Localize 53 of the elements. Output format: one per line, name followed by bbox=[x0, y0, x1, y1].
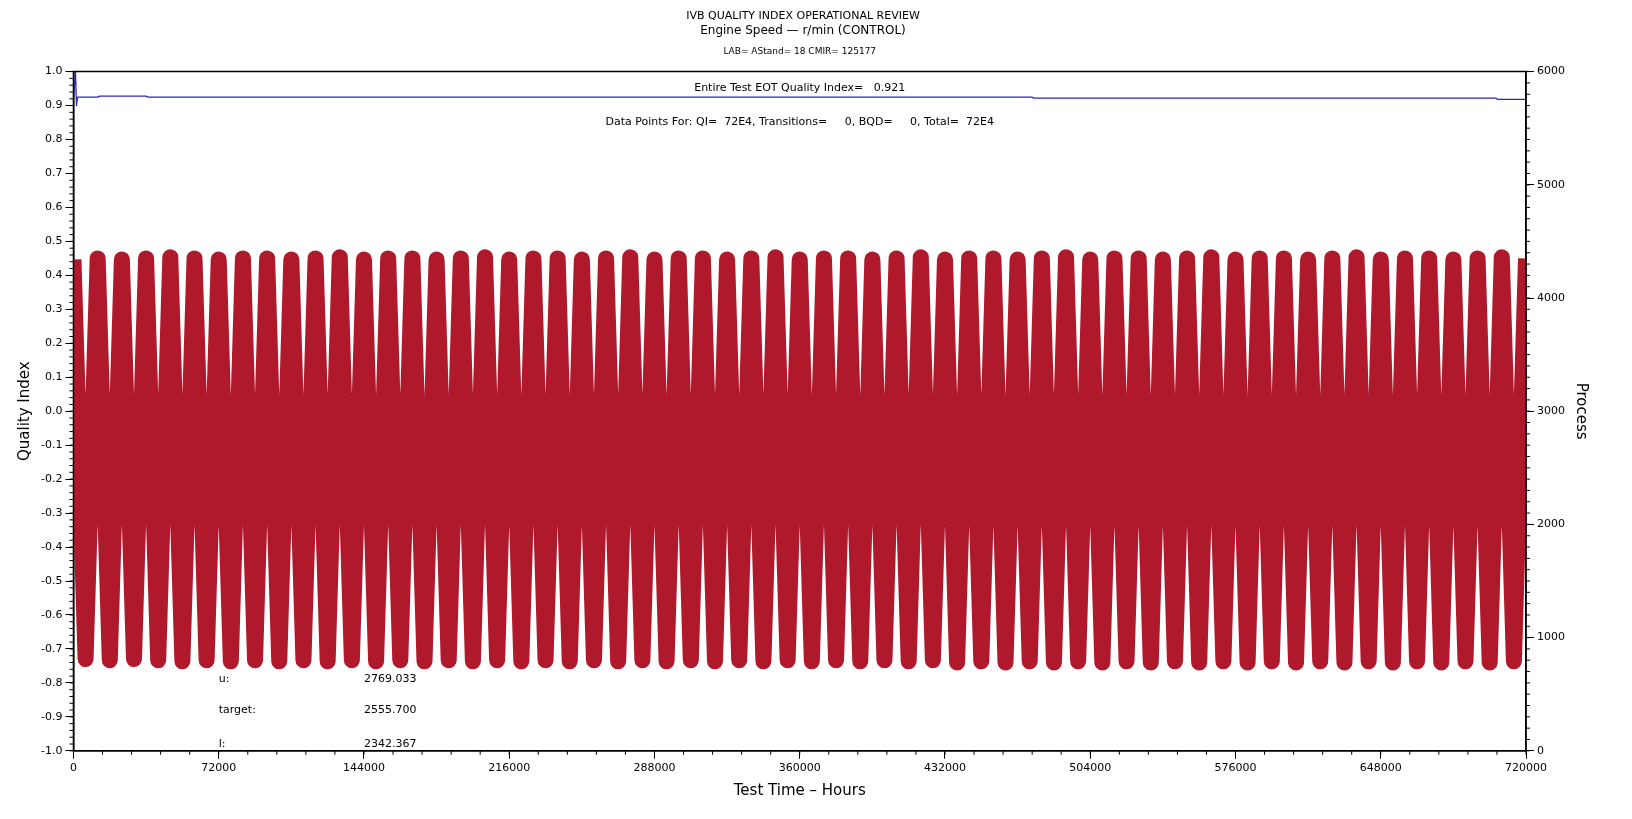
annotation: Entire Test EOT Quality Index= 0.921 bbox=[694, 81, 906, 95]
x-tick-label: 0 bbox=[69, 761, 77, 775]
y2-tick-label: 1000 bbox=[1537, 630, 1566, 644]
y-tick-label: -0.5 bbox=[40, 573, 63, 587]
y2-tick-label: 5000 bbox=[1537, 177, 1566, 191]
chart-title: IVB QUALITY INDEX OPERATIONAL REVIEW bbox=[686, 9, 920, 23]
y2-tick-label: 6000 bbox=[1537, 64, 1566, 78]
annotation: 2342.367 bbox=[363, 736, 417, 750]
y-tick-label: 0.6 bbox=[44, 200, 63, 214]
x-tick-label: 288000 bbox=[633, 761, 676, 775]
chart-subtitle: Engine Speed — r/min (CONTROL) bbox=[700, 22, 906, 37]
y-tick-label: 0.3 bbox=[44, 302, 63, 316]
annotation: Data Points For: QI= 72E4, Transitions= 0, BQD= 0, Total= 72E4 bbox=[605, 115, 994, 129]
annotation: target: bbox=[218, 702, 256, 716]
y2-tick-label: 3000 bbox=[1537, 404, 1566, 418]
y-tick-label: -0.2 bbox=[40, 471, 63, 485]
x-tick-label: 360000 bbox=[778, 761, 821, 775]
y2-tick-label: 4000 bbox=[1537, 290, 1566, 304]
y-tick-label: -0.8 bbox=[40, 675, 63, 689]
annotation: l: bbox=[218, 736, 226, 750]
y-tick-label: 0.5 bbox=[44, 234, 63, 248]
text: LAB= AStand= 18 CMIR= 125177 bbox=[723, 45, 877, 56]
y2-tick-label: 0 bbox=[1537, 743, 1545, 757]
annotation: 2769.033 bbox=[363, 672, 417, 686]
x-axis-title: Test Time – Hours bbox=[732, 780, 866, 799]
annotation: u: bbox=[218, 672, 230, 686]
y-axis-title: Quality Index bbox=[14, 361, 33, 462]
y-tick-label: 0.1 bbox=[44, 370, 63, 384]
y-tick-label: -1.0 bbox=[40, 743, 63, 757]
y-tick-label: 1.0 bbox=[44, 64, 63, 78]
y-tick-label: -0.9 bbox=[40, 709, 63, 723]
x-tick-label: 216000 bbox=[488, 761, 531, 775]
x-tick-label: 576000 bbox=[1214, 761, 1257, 775]
annotation: 2555.700 bbox=[363, 702, 417, 716]
y-tick-label: -0.6 bbox=[40, 607, 63, 621]
y-tick-label: 0.4 bbox=[44, 268, 63, 282]
x-tick-label: 504000 bbox=[1069, 761, 1112, 775]
y-tick-label: -0.1 bbox=[40, 438, 63, 452]
y-tick-label: 0.9 bbox=[44, 98, 63, 112]
y-tick-label: -0.3 bbox=[40, 505, 63, 519]
x-tick-label: 72000 bbox=[201, 761, 237, 775]
x-tick-label: 144000 bbox=[342, 761, 385, 775]
y-tick-label: -0.4 bbox=[40, 539, 63, 553]
y2-tick-label: 2000 bbox=[1537, 517, 1566, 531]
y-tick-label: 0.8 bbox=[44, 132, 63, 146]
x-tick-label: 720000 bbox=[1505, 761, 1548, 775]
x-tick-label: 432000 bbox=[923, 761, 966, 775]
y-tick-label: 0.2 bbox=[44, 336, 63, 350]
y-tick-label: 0.7 bbox=[44, 166, 63, 180]
x-tick-label: 648000 bbox=[1359, 761, 1402, 775]
y2-axis-title: Process bbox=[1573, 382, 1592, 440]
y-tick-label: 0.0 bbox=[44, 404, 63, 418]
y-tick-label: -0.7 bbox=[40, 641, 63, 655]
